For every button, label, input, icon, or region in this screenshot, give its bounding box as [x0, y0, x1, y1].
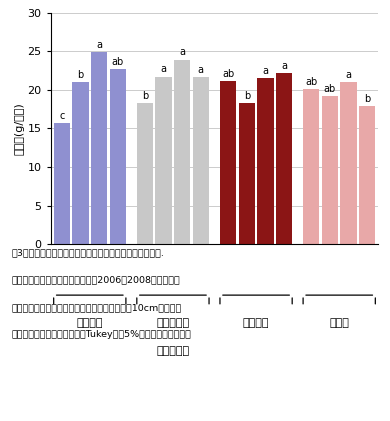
Text: 黒ボク土: 黒ボク土: [243, 318, 269, 328]
Text: a: a: [346, 70, 351, 80]
Text: （中央農研、ライシメータ実験、2006～2008年の平均）: （中央農研、ライシメータ実験、2006～2008年の平均）: [12, 276, 181, 285]
Bar: [174, 60, 190, 244]
Text: ab: ab: [305, 77, 317, 87]
Y-axis label: 子実重(g/個体): 子実重(g/個体): [15, 102, 25, 155]
Bar: [193, 77, 209, 244]
Text: 各土壌内において同じ文字はTukey法の5%水準で有意差なし．: 各土壌内において同じ文字はTukey法の5%水準で有意差なし．: [12, 330, 191, 339]
Bar: [322, 96, 338, 244]
Bar: [137, 103, 153, 244]
Text: ab: ab: [222, 69, 234, 79]
Bar: [340, 82, 357, 244]
Text: 図3　土壌の種類と地下水位が大豆の生産性に及ぼす影響.: 図3 土壌の種類と地下水位が大豆の生産性に及ぼす影響.: [12, 248, 165, 257]
Bar: [303, 89, 319, 244]
Text: b: b: [77, 70, 83, 80]
Bar: [54, 123, 70, 244]
Text: 土壌・処理: 土壌・処理: [156, 346, 190, 356]
Text: a: a: [281, 61, 287, 71]
Text: a: a: [262, 66, 268, 76]
Bar: [257, 78, 273, 244]
Text: 灘色低地土: 灘色低地土: [156, 318, 190, 328]
Bar: [91, 52, 107, 244]
Text: a: a: [179, 48, 185, 57]
Text: b: b: [142, 91, 148, 101]
Bar: [156, 77, 172, 244]
Text: c: c: [59, 111, 65, 121]
Text: a: a: [161, 64, 167, 75]
Text: a: a: [96, 40, 102, 50]
Bar: [110, 69, 126, 244]
Text: b: b: [364, 94, 370, 104]
Bar: [276, 73, 292, 244]
Text: ab: ab: [112, 57, 124, 67]
Text: b: b: [244, 91, 250, 101]
Text: 品種はエンレイ．放任区は無灌水で地下水位－10cmで排水．: 品種はエンレイ．放任区は無灌水で地下水位－10cmで排水．: [12, 303, 182, 312]
Text: グライ土: グライ土: [76, 318, 103, 328]
Bar: [220, 81, 236, 244]
Text: ab: ab: [324, 84, 336, 94]
Bar: [359, 106, 375, 244]
Text: a: a: [198, 65, 204, 75]
Bar: [72, 82, 89, 244]
Bar: [239, 103, 255, 244]
Text: 砂壌土: 砂壌土: [329, 318, 349, 328]
